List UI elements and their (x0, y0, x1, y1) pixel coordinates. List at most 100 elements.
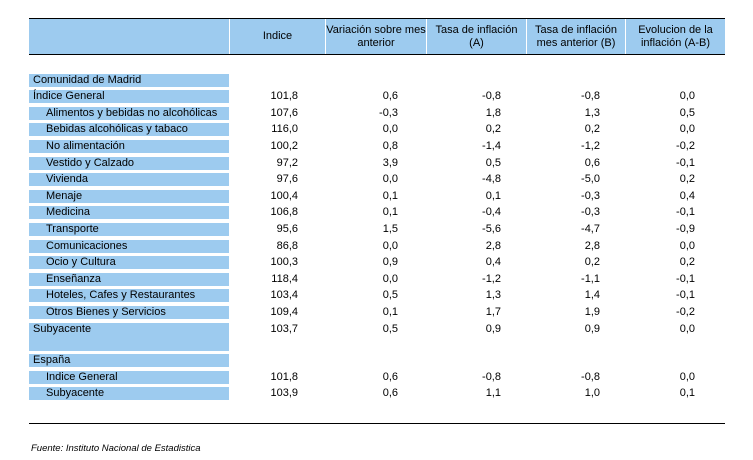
row-label: Subyacente (29, 322, 229, 336)
cell-evolucion: -0,1 (676, 206, 695, 219)
row-label: Índice General (29, 90, 229, 104)
cell-tasa-b: -0,8 (581, 370, 600, 383)
cell-variacion: 0,8 (382, 139, 398, 152)
table-row: Comunicaciones 86,8 0,0 2,8 2,8 0,0 (29, 236, 725, 253)
cell-tasa-a: 2,8 (485, 239, 501, 252)
section-title-espana: España (29, 351, 725, 368)
cell-tasa-a: 1,7 (485, 305, 501, 318)
cell-tasa-b: 1,0 (584, 387, 600, 400)
cell-indice: 107,6 (270, 106, 298, 119)
row-label: Bebidas alcohólicas y tabaco (29, 123, 229, 137)
cell-indice: 103,4 (270, 289, 298, 302)
cell-tasa-b: 0,9 (584, 322, 600, 335)
cell-variacion: 0,5 (382, 322, 398, 335)
cell-tasa-b: 0,2 (584, 256, 600, 269)
cell-tasa-a: -0,8 (482, 90, 501, 103)
section-title: España (29, 354, 229, 368)
cell-tasa-a: -1,2 (482, 272, 501, 285)
cell-indice: 103,9 (270, 387, 298, 400)
cell-tasa-b: 1,3 (584, 106, 600, 119)
row-label: Subyacente (29, 387, 229, 401)
cell-tasa-b: -5,0 (581, 173, 600, 186)
cell-variacion: 0,6 (382, 90, 398, 103)
source-note: Fuente: Instituto Nacional de Estadistic… (31, 443, 201, 454)
cell-variacion: 0,0 (382, 239, 398, 252)
cell-variacion: 0,1 (382, 305, 398, 318)
cell-indice: 97,2 (276, 156, 298, 169)
cell-variacion: 0,6 (382, 370, 398, 383)
table-row: Indice General 101,8 0,6 -0,8 -0,8 0,0 (29, 367, 725, 384)
table-row: No alimentación 100,2 0,8 -1,4 -1,2 -0,2 (29, 136, 725, 153)
cell-evolucion: 0,2 (679, 173, 695, 186)
cell-evolucion: 0,1 (679, 387, 695, 400)
cell-tasa-b: 2,8 (584, 239, 600, 252)
cell-indice: 100,2 (270, 139, 298, 152)
row-label: Comunicaciones (29, 239, 229, 253)
cell-indice: 109,4 (270, 305, 298, 318)
table-row: Menaje 100,4 0,1 0,1 -0,3 0,4 (29, 186, 725, 203)
row-label: Indice General (29, 370, 229, 384)
cell-evolucion: 0,5 (679, 106, 695, 119)
table-row: Subyacente 103,7 0,5 0,9 0,9 0,0 (29, 319, 725, 336)
cell-variacion: 0,5 (382, 289, 398, 302)
cell-tasa-a: 0,5 (485, 156, 501, 169)
cell-tasa-a: -4,8 (482, 173, 501, 186)
cell-evolucion: 0,0 (679, 123, 695, 136)
cell-tasa-a: 1,3 (485, 289, 501, 302)
table-row: Hoteles, Cafes y Restaurantes 103,4 0,5 1,3… (29, 286, 725, 303)
cell-indice: 97,6 (276, 173, 298, 186)
cell-indice: 95,6 (276, 222, 298, 235)
cell-variacion: 1,5 (382, 222, 398, 235)
table-header: Indice Variación sobre mes anterior Tasa… (29, 18, 725, 55)
cell-variacion: 0,0 (382, 173, 398, 186)
cell-indice: 100,3 (270, 256, 298, 269)
table-row: Índice General 101,8 0,6 -0,8 -0,8 0,0 (29, 87, 725, 104)
row-label: Alimentos y bebidas no alcohólicas (29, 106, 229, 120)
section-gap (29, 335, 725, 351)
cell-indice: 116,0 (271, 123, 298, 136)
cell-variacion: 0,9 (382, 256, 398, 269)
cell-tasa-b: 1,9 (584, 305, 600, 318)
cell-indice: 86,8 (276, 239, 298, 252)
table-row: Vestido y Calzado 97,2 3,9 0,5 0,6 -0,1 (29, 153, 725, 170)
table-row: Vivienda 97,6 0,0 -4,8 -5,0 0,2 (29, 170, 725, 187)
table-row: Enseñanza 118,4 0,0 -1,2 -1,1 -0,1 (29, 269, 725, 286)
cell-variacion: 0,0 (382, 272, 398, 285)
cell-evolucion: -0,2 (676, 305, 695, 318)
cell-indice: 118,4 (271, 272, 298, 285)
cell-tasa-a: 1,8 (485, 106, 501, 119)
cell-evolucion: 0,4 (679, 189, 695, 202)
cell-evolucion: -0,1 (676, 156, 695, 169)
header-variacion: Variación sobre mes anterior (325, 19, 426, 54)
cell-variacion: -0,3 (379, 106, 398, 119)
row-label: Hoteles, Cafes y Restaurantes (29, 289, 229, 303)
cell-variacion: 0,6 (382, 387, 398, 400)
table-row: Ocio y Cultura 100,3 0,9 0,4 0,2 0,2 (29, 253, 725, 270)
header-tasa-b: Tasa de inflación mes anterior (B) (526, 19, 625, 54)
cell-tasa-b: 1,4 (584, 289, 600, 302)
bottom-rule (29, 423, 725, 424)
cell-evolucion: 0,0 (679, 239, 695, 252)
table-row: Medicina 106,8 0,1 -0,4 -0,3 -0,1 (29, 203, 725, 220)
table-row: Bebidas alcohólicas y tabaco 116,0 0,0 0,2 0… (29, 120, 725, 137)
madrid-rows: Índice General 101,8 0,6 -0,8 -0,8 0,0 Aliment… (29, 87, 725, 336)
row-label: Vivienda (29, 173, 229, 187)
section-title-madrid: Comunidad de Madrid (29, 70, 725, 87)
cell-variacion: 3,9 (382, 156, 398, 169)
cell-tasa-b: -0,8 (581, 90, 600, 103)
header-tasa-a: Tasa de inflación (A) (426, 19, 526, 54)
cell-tasa-b: 0,2 (584, 123, 600, 136)
row-label: Vestido y Calzado (29, 156, 229, 170)
cell-evolucion: -0,9 (676, 222, 695, 235)
cell-variacion: 0,1 (382, 206, 398, 219)
cell-tasa-b: -0,3 (581, 189, 600, 202)
cpi-table: Indice Variación sobre mes anterior Tasa… (29, 18, 725, 401)
table-row: Transporte 95,6 1,5 -5,6 -4,7 -0,9 (29, 219, 725, 236)
table-row: Subyacente 103,9 0,6 1,1 1,0 0,1 (29, 384, 725, 401)
cell-tasa-a: -0,4 (482, 206, 501, 219)
cell-evolucion: -0,1 (676, 289, 695, 302)
cell-indice: 100,4 (270, 189, 298, 202)
header-label-column (29, 19, 229, 54)
row-label: Menaje (29, 189, 229, 203)
cell-evolucion: -0,1 (676, 272, 695, 285)
